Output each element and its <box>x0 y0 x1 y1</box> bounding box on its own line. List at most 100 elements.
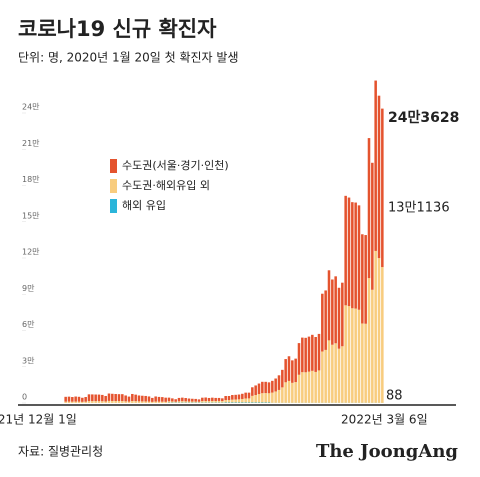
bar-segment <box>257 383 261 395</box>
bar-segment <box>257 394 261 403</box>
bar-segment <box>227 400 231 403</box>
bar-segment <box>347 197 351 307</box>
bar-segment <box>311 334 314 371</box>
bar-segment <box>134 394 137 402</box>
bar-segment <box>111 400 114 403</box>
bar-segment <box>361 323 364 403</box>
bar-segment <box>101 394 104 402</box>
bar-segment <box>351 202 354 309</box>
bar-segment <box>124 395 127 402</box>
bar-segment <box>367 278 371 403</box>
bar-segment <box>161 397 164 402</box>
bar-segment <box>377 95 381 259</box>
bar-segment <box>294 382 297 403</box>
bar-segment <box>214 397 217 402</box>
bar-segment <box>294 358 297 383</box>
bar-segment <box>261 393 264 403</box>
bar-segment <box>207 401 211 403</box>
bar-segment <box>327 340 331 403</box>
bar-segment <box>337 287 341 349</box>
bar-segment <box>371 162 374 290</box>
bar-segment <box>154 401 157 403</box>
bar-segment <box>121 401 124 403</box>
bar-segment <box>151 397 154 402</box>
bar-segment <box>361 234 364 324</box>
bar-segment <box>254 385 257 396</box>
bar-segment <box>324 349 327 403</box>
bar-segment <box>171 398 174 402</box>
y-tick-label: 18만 <box>22 175 40 184</box>
bar-segment <box>114 394 117 402</box>
bar-segment <box>184 401 187 403</box>
bar-segment <box>81 397 84 402</box>
bar-segment <box>67 401 71 403</box>
bar-segment <box>157 401 161 403</box>
bar-segment <box>64 401 67 403</box>
bar-segment <box>244 398 247 403</box>
bar-segment <box>277 389 281 403</box>
bar-segment <box>127 401 131 403</box>
legend-swatch <box>110 159 117 173</box>
bar-segment <box>137 401 141 403</box>
bar-segment <box>74 401 77 403</box>
y-tick-label: 21만 <box>22 139 40 148</box>
bar-segment <box>87 401 91 403</box>
chart-subtitle: 단위: 명, 2020년 1월 20일 첫 확진자 발생 <box>18 51 238 65</box>
bar-segment <box>117 401 121 403</box>
bar-segment <box>307 371 311 403</box>
bar-segment <box>137 395 141 402</box>
bar-segment <box>207 397 211 402</box>
bar-segment <box>267 393 271 403</box>
bar-segment <box>127 396 131 402</box>
bar-segment <box>254 395 257 403</box>
bar-segment <box>381 267 384 403</box>
bar-segment <box>154 396 157 402</box>
bar-segment <box>157 396 161 402</box>
bar-segment <box>167 397 171 402</box>
bar-segment <box>234 399 237 403</box>
bar-segment <box>147 401 151 403</box>
bar-segment <box>354 308 357 403</box>
bar-segment <box>321 351 324 403</box>
bar-segment <box>114 401 117 403</box>
bar-segment <box>177 401 181 403</box>
bar-segment <box>284 359 287 383</box>
bar-segment <box>374 80 377 251</box>
bar-segment <box>367 138 371 279</box>
bar-segment <box>194 401 197 403</box>
bar-segment <box>271 392 274 403</box>
bar-segment <box>187 401 191 403</box>
bar-segment <box>191 398 194 402</box>
bar-segment <box>371 289 374 403</box>
legend-label: 수도권(서울·경기·인천) <box>122 158 229 172</box>
bar-segment <box>304 372 307 403</box>
bar-segment <box>251 387 254 396</box>
bar-segment <box>247 398 251 403</box>
bar-segment <box>274 378 277 392</box>
bar-segment <box>314 337 317 372</box>
bar-segment <box>287 380 291 403</box>
bar-segment <box>234 394 237 400</box>
bar-segment <box>297 374 301 403</box>
bar-segment <box>341 282 344 347</box>
bar-segment <box>344 195 347 306</box>
bar-segment <box>151 401 154 403</box>
bar-segment <box>131 401 134 403</box>
bar-segment <box>174 401 177 403</box>
bar-segment <box>97 394 101 402</box>
bar-segment <box>74 396 77 402</box>
bar-segment <box>181 401 184 403</box>
bar-segment <box>317 370 321 403</box>
bar-segment <box>231 399 234 403</box>
bar-segment <box>107 393 111 401</box>
bar-segment <box>204 397 207 402</box>
legend-label: 해외 유입 <box>122 198 166 212</box>
bar-segment <box>204 401 207 403</box>
bar-segment <box>244 392 247 399</box>
bar-segment <box>344 305 347 403</box>
bar-segment <box>267 382 271 394</box>
bar-segment <box>164 397 167 402</box>
bar-segment <box>101 401 104 403</box>
bar-segment <box>334 343 337 403</box>
bar-segment <box>354 202 357 309</box>
